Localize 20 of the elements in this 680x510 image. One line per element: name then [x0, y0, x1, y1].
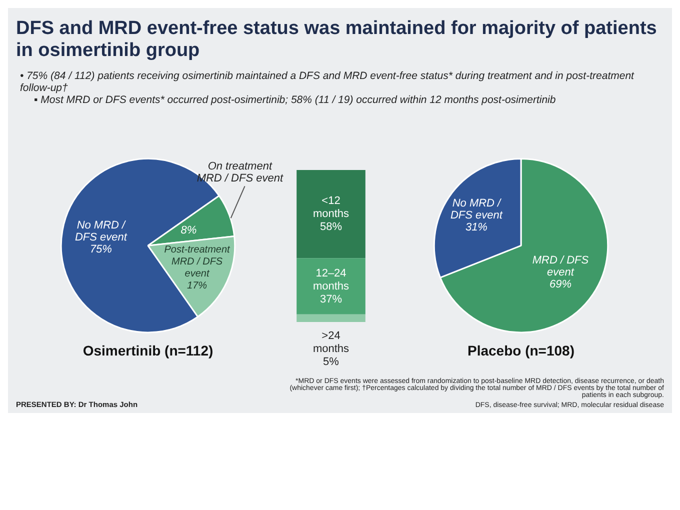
- slice-label: Post-treatment MRD / DFS event: [164, 244, 232, 280]
- data-label: 37%: [320, 293, 342, 306]
- data-label: 58%: [320, 221, 342, 234]
- slice-label: No MRD / DFS event: [450, 197, 504, 222]
- text: ▪ Most MRD or DFS events* occurred post-osimertinib; 58% (11 / 19) occurred within 12 months post-osimertinib: [33, 94, 557, 106]
- data-label: 31%: [465, 221, 488, 234]
- slice-label: No MRD / DFS event: [74, 219, 128, 244]
- data-label: 17%: [187, 280, 208, 292]
- text: • 75% (84 / 112) patients receiving osimertinib maintained a DFS and MRD event-free status* during treatment and in post-treatment follow-up†: [20, 70, 636, 94]
- text: DFS and MRD event-free status was maintained for majority of patients in osimertinib group: [16, 18, 658, 62]
- series-label: >24 months: [312, 330, 350, 356]
- series-label: <12 months: [312, 195, 350, 220]
- data-label: 75%: [90, 243, 112, 256]
- slice-label: MRD / DFS event: [532, 254, 590, 279]
- text: Osimertinib (n=112): [82, 342, 214, 358]
- data-label: 8%: [180, 224, 197, 236]
- data-label: 5%: [323, 356, 340, 368]
- data-label: 69%: [549, 278, 572, 291]
- text: Placebo (n=108): [468, 342, 574, 358]
- series-label: 12–24 months: [312, 267, 350, 292]
